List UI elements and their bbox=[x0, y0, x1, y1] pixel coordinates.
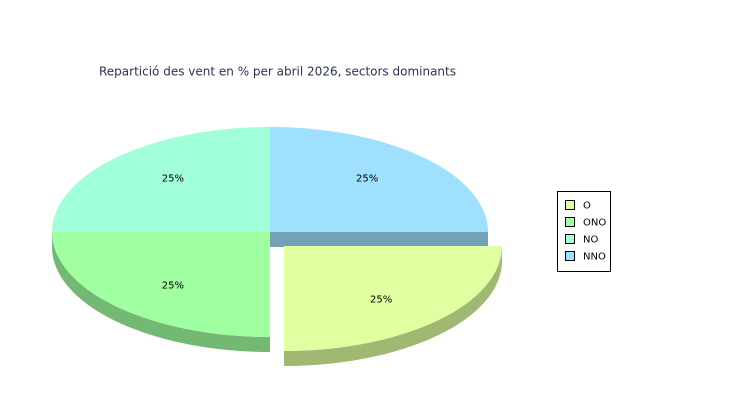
legend-label: NNO bbox=[583, 252, 606, 263]
legend: O ONO NO NNO bbox=[557, 191, 611, 272]
value-label: 25% bbox=[162, 280, 184, 291]
slice-side bbox=[52, 232, 270, 352]
legend-swatch bbox=[565, 217, 575, 227]
legend-label: ONO bbox=[583, 218, 606, 229]
legend-swatch bbox=[565, 200, 575, 210]
legend-label: NO bbox=[583, 235, 598, 246]
slice bbox=[270, 127, 488, 232]
slice bbox=[284, 246, 502, 351]
slice-side bbox=[284, 246, 502, 366]
legend-swatch bbox=[565, 234, 575, 244]
chart-title: Repartició des vent en % per abril 2026,… bbox=[99, 65, 456, 79]
value-label: 25% bbox=[356, 174, 378, 185]
legend-swatch bbox=[565, 251, 575, 261]
legend-label: O bbox=[583, 201, 591, 212]
slice bbox=[52, 232, 270, 337]
value-label: 25% bbox=[162, 174, 184, 185]
slice-edge bbox=[270, 232, 488, 247]
slice bbox=[52, 127, 270, 232]
value-label: 25% bbox=[370, 294, 392, 305]
